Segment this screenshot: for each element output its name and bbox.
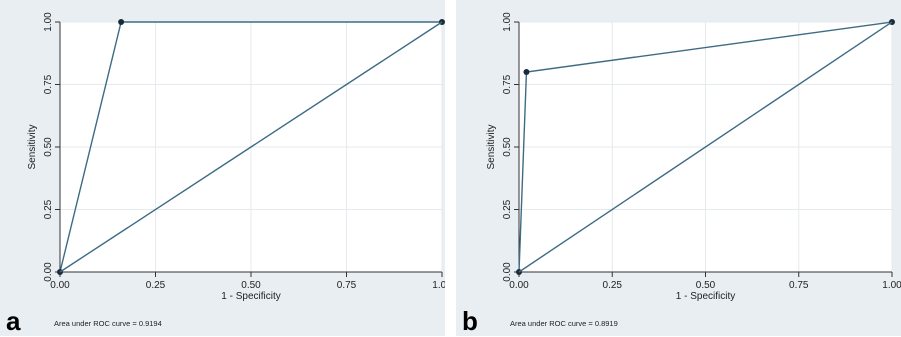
y-tick-label: 1.00 xyxy=(43,12,54,32)
x-tick-label: 1.00 xyxy=(432,280,445,291)
roc-point xyxy=(118,19,125,25)
y-tick-label: 0.00 xyxy=(43,262,54,282)
x-tick-label: 0.25 xyxy=(603,280,623,291)
x-tick-label: 0.00 xyxy=(50,280,70,291)
x-tick-label: 0.00 xyxy=(509,280,529,291)
y-tick-label: 1.00 xyxy=(502,12,513,32)
reference-diagonal-line xyxy=(59,21,443,273)
y-tick-label: 0.75 xyxy=(43,74,54,94)
x-tick-label: 0.25 xyxy=(146,280,166,291)
x-axis-title: 1 - Specificity xyxy=(676,291,735,302)
roc-chart-b: 0.00 0.25 0.50 0.75 1.00 0.00 0.25 0.50 0.75 1.00… xyxy=(486,12,901,302)
y-tick-label: 0.75 xyxy=(502,74,513,94)
reference-diagonal-line xyxy=(518,21,893,273)
panel-label-a: a xyxy=(6,306,21,336)
x-tick-label: 0.50 xyxy=(696,280,716,291)
x-tick-label: 0.75 xyxy=(337,280,357,291)
auc-annotation-a: Area under ROC curve = 0.9194 xyxy=(54,319,162,328)
roc-chart-a: 0.00 0.25 0.50 0.75 1.00 0.00 0.25 0.50 0.75 1.00… xyxy=(27,12,445,302)
roc-point xyxy=(523,69,530,75)
y-tick-label: 0.50 xyxy=(43,137,54,157)
roc-panel-a: 0.00 0.25 0.50 0.75 1.00 0.00 0.25 0.50 0.75 1.00… xyxy=(0,0,445,336)
panel-label-b: b xyxy=(462,306,478,336)
x-tick-label: 1.00 xyxy=(882,280,901,291)
y-axis-title: Sensitivity xyxy=(27,124,38,169)
auc-annotation-b: Area under ROC curve = 0.8919 xyxy=(510,319,618,328)
y-tick-label: 0.25 xyxy=(43,199,54,219)
x-axis-title: 1 - Specificity xyxy=(221,291,280,302)
y-tick-label: 0.50 xyxy=(502,137,513,157)
y-tick-label: 0.00 xyxy=(502,262,513,282)
x-tick-label: 0.50 xyxy=(241,280,261,291)
y-axis-title: Sensitivity xyxy=(486,124,497,169)
y-tick-label: 0.25 xyxy=(502,199,513,219)
x-tick-label: 0.75 xyxy=(789,280,809,291)
roc-panel-b: 0.00 0.25 0.50 0.75 1.00 0.00 0.25 0.50 0.75 1.00… xyxy=(456,0,901,336)
